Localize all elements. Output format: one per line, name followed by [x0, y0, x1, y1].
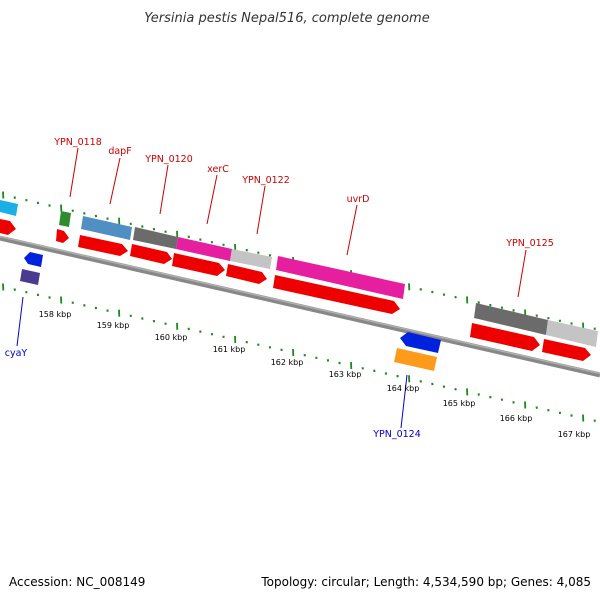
- label-cyay[interactable]: cyaY: [5, 348, 28, 359]
- label-ypn-0125[interactable]: YPN_0125: [505, 238, 554, 249]
- cds-arrow: [470, 323, 540, 351]
- label-ypn-0124[interactable]: YPN_0124: [372, 429, 421, 440]
- feature-ypn-0125b-box: [546, 320, 598, 347]
- ypn-0124-arrow: [400, 332, 441, 353]
- feature-purple: [20, 269, 40, 285]
- label-connectors: [16, 147, 527, 429]
- scale-label: 163 kbp: [329, 370, 362, 379]
- cds-arrow: [172, 253, 225, 276]
- genome-backbone: [0, 235, 600, 378]
- feature-ypn-0122-box: [230, 249, 272, 269]
- outer-tick-ring: [2, 191, 596, 330]
- scale-label: 165 kbp: [443, 399, 476, 408]
- scale-label: 160 kbp: [155, 333, 188, 342]
- scale-label: 161 kbp: [213, 345, 246, 354]
- label-uvrd[interactable]: uvrD: [347, 194, 370, 205]
- genome-summary-text: Topology: circular; Length: 4,534,590 bp…: [260, 575, 591, 589]
- scale-label: 164 kbp: [387, 384, 420, 393]
- scale-label: 158 kbp: [39, 310, 72, 319]
- cds-arrow: [542, 339, 591, 361]
- gene-labels: YPN_0118 dapF YPN_0120 xerC YPN_0122 uvr…: [5, 137, 554, 440]
- cds-arrow: [0, 219, 16, 235]
- scale-label: 162 kbp: [271, 358, 304, 367]
- feature-ypn-0118-box: [59, 211, 71, 227]
- accession-text: Accession: NC_008149: [9, 575, 145, 589]
- label-ypn-0118[interactable]: YPN_0118: [53, 137, 102, 148]
- feature-orange: [394, 348, 437, 371]
- feature-dapf-box: [81, 216, 132, 240]
- cds-arrow: [78, 235, 128, 256]
- feature-xerc-box: [176, 237, 232, 261]
- cds-arrow: [56, 229, 69, 243]
- cds-arrows: [0, 219, 591, 361]
- reverse-features: [20, 252, 441, 371]
- scale-label: 167 kbp: [558, 430, 591, 439]
- feature-uvrd-box: [276, 256, 405, 299]
- cds-arrow: [130, 244, 172, 264]
- map-title: Yersinia pestis Nepal516, complete genom…: [144, 11, 429, 26]
- scale-label: 166 kbp: [500, 414, 533, 423]
- feature-boxes-top: [0, 200, 598, 347]
- label-dapf[interactable]: dapF: [108, 146, 131, 157]
- cyay-arrow: [24, 252, 43, 267]
- cds-arrow: [226, 264, 267, 284]
- feature-ypn-0120-box: [133, 227, 178, 249]
- feature-cyan: [0, 200, 18, 216]
- label-ypn-0120[interactable]: YPN_0120: [144, 154, 193, 165]
- scale-labels: 158 kbp 159 kbp 160 kbp 161 kbp 162 kbp …: [39, 310, 591, 439]
- label-ypn-0122[interactable]: YPN_0122: [241, 175, 290, 186]
- inner-tick-ring: [2, 283, 596, 422]
- cds-arrow: [273, 275, 400, 314]
- label-xerc[interactable]: xerC: [207, 164, 229, 175]
- scale-label: 159 kbp: [97, 321, 130, 330]
- feature-ypn-0125-box: [474, 303, 548, 335]
